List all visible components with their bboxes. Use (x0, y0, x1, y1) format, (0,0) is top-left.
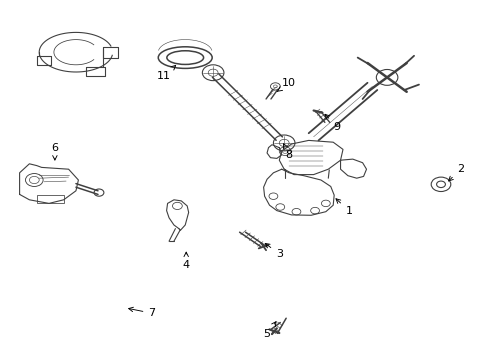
Text: 5: 5 (264, 322, 276, 339)
Text: 9: 9 (325, 114, 341, 132)
Text: 3: 3 (265, 243, 283, 259)
Text: 1: 1 (336, 199, 352, 216)
Text: 4: 4 (183, 252, 190, 270)
Text: 11: 11 (157, 66, 175, 81)
Text: 2: 2 (449, 164, 464, 181)
Text: 8: 8 (284, 144, 293, 160)
Text: 10: 10 (277, 78, 296, 92)
Text: 7: 7 (129, 307, 155, 318)
Text: 6: 6 (51, 143, 58, 160)
